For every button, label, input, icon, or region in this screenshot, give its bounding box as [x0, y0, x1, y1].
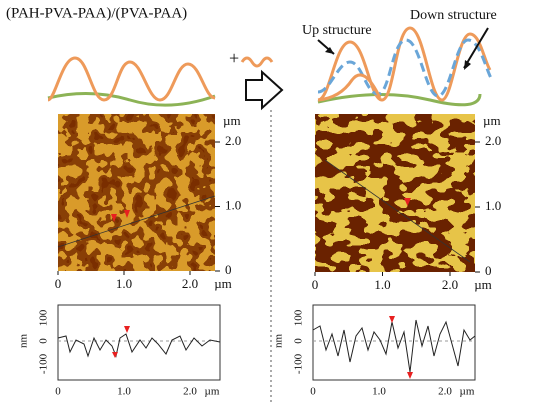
wave-orange: [317, 73, 382, 102]
profile-frame: [57, 304, 221, 381]
plus-sign: +: [229, 48, 239, 68]
y-tick-label: 0: [293, 338, 305, 344]
y-tick-label: -100: [293, 353, 305, 374]
scan-line: [324, 159, 471, 263]
profile-line: [312, 319, 476, 373]
arrow: [245, 69, 284, 111]
y-tick-label: 1.0: [485, 198, 501, 213]
up-label: Up structure: [302, 23, 372, 38]
y-tick-label: 0: [38, 338, 50, 344]
x-tick-label: 2.0: [182, 276, 198, 291]
y-tick-label: 1.0: [225, 197, 241, 212]
wave-orange: [47, 56, 216, 102]
y-tick-label: 100: [293, 309, 305, 326]
x-tick-label: 2.0: [442, 277, 458, 292]
pointer: [463, 27, 489, 69]
marker: [112, 326, 130, 358]
profile-line: [57, 333, 221, 358]
y-unit: nm: [273, 334, 285, 349]
down-label: Down structure: [410, 8, 497, 23]
x-tick-label: 1.0: [117, 386, 131, 398]
y-unit: µm: [223, 113, 241, 128]
y-unit: µm: [483, 113, 501, 128]
pointer-head: [464, 60, 471, 70]
scan-line: [57, 195, 216, 248]
x-tick-label: 2.0: [183, 386, 197, 398]
y-tick-label: 2.0: [485, 133, 501, 148]
x-tick-label: 1.0: [372, 386, 386, 398]
x-tick-label: 0: [312, 277, 319, 292]
marker: [404, 198, 411, 206]
x-tick-label: 0: [310, 386, 316, 398]
x-unit: µm: [214, 276, 232, 291]
wave-green: [47, 92, 216, 107]
x-unit: µm: [205, 386, 220, 398]
x-unit: µm: [460, 386, 475, 398]
y-tick-label: 2.0: [225, 133, 241, 148]
pointer-head: [325, 47, 334, 54]
x-tick-label: 0: [55, 276, 62, 291]
afm-texture: [58, 114, 215, 271]
y-tick-label: 0: [485, 263, 492, 278]
y-unit: nm: [18, 334, 30, 349]
wave-orange: [317, 26, 492, 102]
x-tick-label: 0: [55, 386, 61, 398]
y-tick-label: 0: [225, 262, 232, 277]
marker: [389, 316, 413, 379]
figure-title: (PAH-PVA-PAA)/(PVA-PAA): [6, 5, 187, 21]
marker: [111, 210, 130, 222]
x-tick-label: 2.0: [438, 386, 452, 398]
wave-green: [317, 92, 482, 107]
afm-texture: [315, 114, 475, 272]
small-wave: [240, 56, 274, 68]
y-tick-label: 100: [38, 309, 50, 326]
profile-frame: [312, 304, 476, 381]
y-tick-label: -100: [38, 353, 50, 374]
wave-blue: [317, 38, 494, 98]
x-tick-label: 1.0: [116, 276, 132, 291]
x-tick-label: 1.0: [374, 277, 390, 292]
x-unit: µm: [474, 277, 492, 292]
